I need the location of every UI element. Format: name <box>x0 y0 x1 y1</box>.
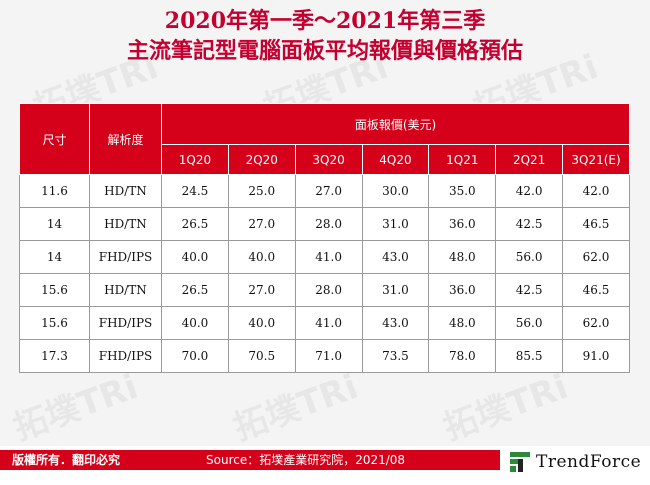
page-title: 2020年第一季～2021年第三季 主流筆記型電腦面板平均報價與價格預估 <box>0 6 650 66</box>
cell-resolution: FHD/IPS <box>89 306 162 340</box>
table-row: 15.6 HD/TN 26.5 27.0 28.0 31.0 36.0 42.5 46.5 <box>19 273 630 307</box>
cell-price: 91.0 <box>562 339 630 373</box>
header-quarter: 2Q21 <box>495 144 564 175</box>
cell-price: 78.0 <box>428 339 497 373</box>
cell-price: 36.0 <box>428 273 497 307</box>
header-size: 尺寸 <box>19 103 90 175</box>
cell-price: 35.0 <box>428 174 497 208</box>
cell-price: 27.0 <box>227 273 296 307</box>
cell-price: 43.0 <box>361 240 430 274</box>
copyright-text: 版權所有．翻印必究 <box>12 453 121 467</box>
cell-price: 31.0 <box>361 207 430 241</box>
cell-price: 41.0 <box>294 240 363 274</box>
cell-size: 15.6 <box>19 273 90 307</box>
header-quarter: 3Q21(E) <box>562 144 630 175</box>
cell-price: 70.5 <box>227 339 296 373</box>
table-row: 14 HD/TN 26.5 27.0 28.0 31.0 36.0 42.5 46.5 <box>19 207 630 241</box>
title-line-2: 主流筆記型電腦面板平均報價與價格預估 <box>126 38 523 64</box>
header-price-group: 面板報價(美元) <box>161 103 630 145</box>
cell-price: 27.0 <box>294 174 363 208</box>
table-row: 14 FHD/IPS 40.0 40.0 41.0 43.0 48.0 56.0 62.0 <box>19 240 630 274</box>
cell-size: 14 <box>19 207 90 241</box>
cell-price: 40.0 <box>227 240 296 274</box>
header-quarter: 4Q20 <box>361 144 430 175</box>
title-line-1: 2020年第一季～2021年第三季 <box>164 8 486 34</box>
cell-price: 36.0 <box>428 207 497 241</box>
table-row: 11.6 HD/TN 24.5 25.0 27.0 30.0 35.0 42.0 42.0 <box>19 174 630 208</box>
header-quarter: 3Q20 <box>294 144 363 175</box>
source-text: Source：拓墣產業研究院，2021/08 <box>206 453 406 467</box>
cell-price: 56.0 <box>495 306 564 340</box>
cell-price: 48.0 <box>428 306 497 340</box>
cell-resolution: FHD/IPS <box>89 240 162 274</box>
cell-price: 42.5 <box>495 273 564 307</box>
cell-price: 40.0 <box>161 240 229 274</box>
cell-size: 11.6 <box>19 174 90 208</box>
cell-price: 24.5 <box>161 174 229 208</box>
cell-price: 85.5 <box>495 339 564 373</box>
cell-price: 28.0 <box>294 273 363 307</box>
cell-price: 25.0 <box>227 174 296 208</box>
cell-resolution: HD/TN <box>89 174 162 208</box>
cell-price: 27.0 <box>227 207 296 241</box>
cell-size: 14 <box>19 240 90 274</box>
price-table: 尺寸 解析度 面板報價(美元) 1Q20 2Q20 3Q20 4Q20 1Q21… <box>19 103 630 373</box>
cell-price: 56.0 <box>495 240 564 274</box>
cell-price: 73.5 <box>361 339 430 373</box>
cell-price: 62.0 <box>562 240 630 274</box>
cell-price: 42.0 <box>562 174 630 208</box>
cell-size: 17.3 <box>19 339 90 373</box>
cell-price: 40.0 <box>161 306 229 340</box>
logo-text: TrendForce <box>536 452 642 472</box>
cell-price: 30.0 <box>361 174 430 208</box>
cell-price: 42.5 <box>495 207 564 241</box>
table-row: 17.3 FHD/IPS 70.0 70.5 71.0 73.5 78.0 85.5 91.0 <box>19 339 630 373</box>
cell-price: 71.0 <box>294 339 363 373</box>
footer-bar <box>0 450 500 470</box>
cell-price: 48.0 <box>428 240 497 274</box>
cell-resolution: FHD/IPS <box>89 339 162 373</box>
cell-price: 31.0 <box>361 273 430 307</box>
cell-price: 42.0 <box>495 174 564 208</box>
cell-price: 70.0 <box>161 339 229 373</box>
logo-mark-icon <box>510 452 530 472</box>
cell-price: 43.0 <box>361 306 430 340</box>
header-resolution: 解析度 <box>89 103 162 175</box>
cell-price: 26.5 <box>161 207 229 241</box>
cell-price: 41.0 <box>294 306 363 340</box>
cell-resolution: HD/TN <box>89 273 162 307</box>
cell-resolution: HD/TN <box>89 207 162 241</box>
header-quarter: 1Q20 <box>161 144 229 175</box>
cell-size: 15.6 <box>19 306 90 340</box>
header-quarter: 2Q20 <box>227 144 296 175</box>
cell-price: 46.5 <box>562 207 630 241</box>
cell-price: 46.5 <box>562 273 630 307</box>
cell-price: 40.0 <box>227 306 296 340</box>
trendforce-logo: TrendForce <box>510 450 641 474</box>
header-quarter: 1Q21 <box>428 144 497 175</box>
cell-price: 62.0 <box>562 306 630 340</box>
table-row: 15.6 FHD/IPS 40.0 40.0 41.0 43.0 48.0 56.0 62.0 <box>19 306 630 340</box>
cell-price: 28.0 <box>294 207 363 241</box>
cell-price: 26.5 <box>161 273 229 307</box>
